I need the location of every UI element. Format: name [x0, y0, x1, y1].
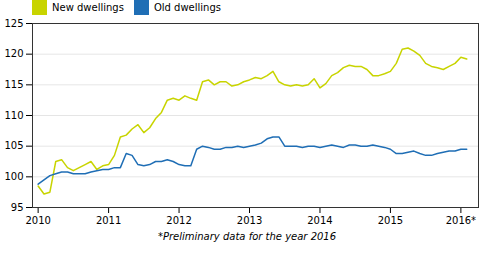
svg-text:100: 100	[4, 171, 23, 182]
svg-text:2011: 2011	[96, 215, 121, 226]
svg-text:110: 110	[4, 110, 23, 121]
html-text:New dwellings: New dwellings	[52, 2, 124, 13]
svg-text:105: 105	[4, 140, 23, 151]
svg-text:2012: 2012	[166, 215, 191, 226]
html-text:Old dwellings: Old dwellings	[153, 2, 221, 13]
svg-text:120: 120	[4, 48, 23, 59]
svg-text:115: 115	[4, 79, 23, 90]
html-text:*Preliminary data for the year: *Preliminary data for the year 2016	[157, 231, 337, 242]
svg-text:2010: 2010	[25, 215, 50, 226]
svg-text:2013: 2013	[237, 215, 262, 226]
svg-text:125: 125	[4, 18, 23, 29]
svg-text:2015: 2015	[378, 215, 403, 226]
svg-text:95: 95	[11, 202, 24, 213]
svg-text:2016*: 2016*	[446, 215, 476, 226]
svg-text:2014: 2014	[307, 215, 332, 226]
